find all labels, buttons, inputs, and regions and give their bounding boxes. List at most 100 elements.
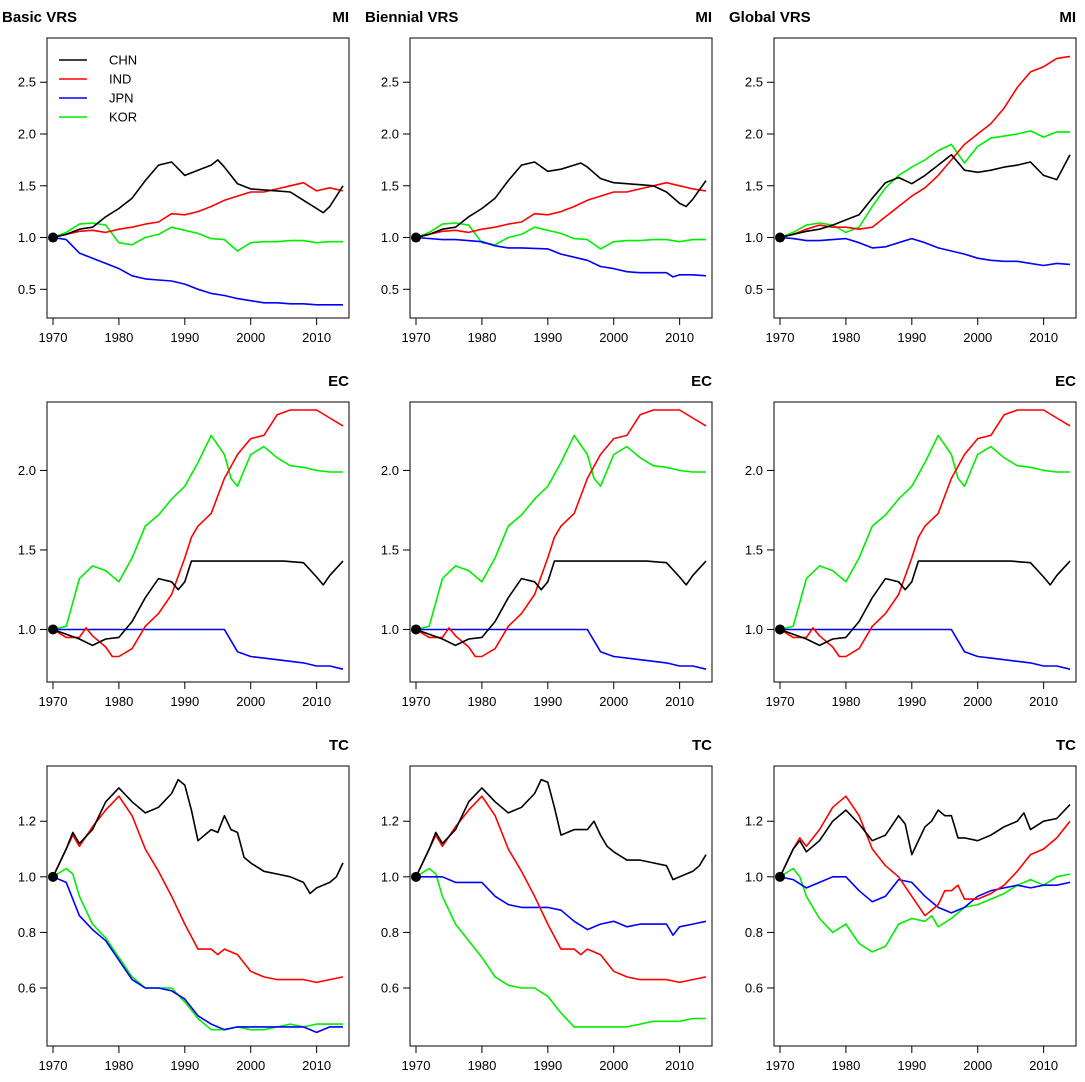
y-tick-label: 0.8 (18, 925, 36, 940)
series-line-ind (779, 409, 1071, 658)
y-tick-label: 1.5 (381, 542, 399, 557)
column-title: Global VRS (729, 9, 811, 26)
x-tick-label: 1980 (831, 694, 860, 709)
y-tick-label: 1.0 (745, 622, 763, 637)
y-tick-label: 1.5 (381, 178, 399, 193)
plot-frame (409, 765, 713, 1047)
panel-mi-1: Basic VRS MI 1970 1980 1990 2000 2010 0.5 1.0 1.5… (2, 9, 350, 345)
legend-label: KOR (109, 110, 137, 125)
y-tick-label: 1.2 (745, 814, 763, 829)
plot-frame (46, 37, 350, 319)
y-tick-label: 1.0 (381, 869, 399, 884)
x-tick-label: 1990 (897, 694, 926, 709)
x-tick-label: 1970 (39, 694, 68, 709)
metric-label: EC (328, 373, 349, 390)
series-line-chn (52, 159, 344, 239)
legend-label: JPN (109, 91, 134, 106)
y-tick-label: 1.0 (381, 622, 399, 637)
y-tick-label: 1.0 (745, 869, 763, 884)
y-tick-label: 1.5 (18, 178, 36, 193)
y-tick-label: 0.5 (381, 282, 399, 297)
metric-label: TC (1056, 737, 1076, 754)
x-tick-label: 2010 (1029, 1058, 1058, 1073)
x-tick-label: 2010 (1029, 694, 1058, 709)
x-tick-label: 1970 (39, 330, 68, 345)
y-tick-label: 2.5 (18, 75, 36, 90)
x-tick-label: 1970 (766, 1058, 795, 1073)
series-line-jpn (52, 876, 343, 1034)
series-line-kor (779, 434, 1070, 631)
x-tick-label: 1970 (39, 1058, 68, 1073)
y-tick-label: 2.5 (745, 75, 763, 90)
x-tick-label: 1980 (104, 694, 133, 709)
series-line-chn (779, 153, 1071, 239)
panel-tc-2: TC 1970 1980 1990 2000 2010 0.6 0.8 1.0 1.2 (381, 737, 713, 1073)
base-point (411, 232, 421, 243)
y-tick-label: 0.6 (18, 980, 36, 995)
x-tick-label: 1990 (170, 694, 199, 709)
series-line-chn (779, 804, 1071, 878)
panel-mi-3: Global VRS MI 1970 1980 1990 2000 2010 0.5 1.0 1.… (729, 9, 1077, 345)
series-line-jpn (52, 236, 343, 306)
x-tick-label: 1980 (467, 694, 496, 709)
series-line-chn (415, 560, 707, 647)
x-tick-label: 2010 (1029, 330, 1058, 345)
series-line-kor (415, 434, 706, 631)
y-tick-label: 2.0 (381, 127, 399, 142)
x-tick-label: 1990 (533, 1058, 562, 1073)
y-tick-label: 1.5 (745, 178, 763, 193)
series-line-jpn (53, 628, 344, 670)
plot-frame (46, 401, 350, 683)
series-line-jpn (779, 236, 1071, 267)
x-tick-label: 1980 (104, 330, 133, 345)
x-tick-label: 2010 (302, 330, 331, 345)
series-line-ind (415, 181, 707, 239)
x-tick-label: 1980 (831, 330, 860, 345)
plot-frame (773, 37, 1077, 319)
series-line-kor (52, 434, 343, 631)
base-point (48, 232, 58, 243)
y-tick-label: 1.0 (18, 869, 36, 884)
series-line-ind (52, 409, 344, 658)
y-tick-label: 1.5 (745, 542, 763, 557)
x-tick-label: 1990 (897, 1058, 926, 1073)
plot-frame (773, 401, 1077, 683)
y-tick-label: 2.5 (381, 75, 399, 90)
y-tick-label: 1.0 (18, 622, 36, 637)
metric-label: EC (691, 373, 712, 390)
plot-frame (409, 401, 713, 683)
series-line-kor (52, 867, 343, 1031)
panel-ec-1: EC 1970 1980 1990 2000 2010 1.0 1.5 2.0 (18, 373, 350, 709)
x-tick-label: 2010 (665, 330, 694, 345)
series-line-kor (779, 130, 1070, 239)
y-tick-label: 2.0 (381, 463, 399, 478)
series-line-ind (779, 795, 1071, 917)
plot-frame (409, 37, 713, 319)
x-tick-label: 1990 (533, 694, 562, 709)
series-line-jpn (415, 236, 707, 278)
y-tick-label: 2.0 (18, 127, 36, 142)
x-tick-label: 1970 (766, 694, 795, 709)
x-tick-label: 1980 (467, 1058, 496, 1073)
series-line-kor (415, 867, 706, 1028)
metric-label: EC (1055, 373, 1076, 390)
x-tick-label: 2000 (236, 694, 265, 709)
series-line-jpn (416, 876, 707, 936)
x-tick-label: 2000 (963, 694, 992, 709)
series-line-chn (415, 161, 707, 239)
x-tick-label: 2010 (302, 694, 331, 709)
metric-label: MI (695, 9, 712, 26)
x-tick-label: 2000 (599, 1058, 628, 1073)
y-tick-label: 1.2 (381, 814, 399, 829)
series-line-ind (415, 795, 707, 984)
y-tick-label: 0.6 (745, 980, 763, 995)
series-line-jpn (779, 876, 1071, 914)
x-tick-label: 2010 (665, 1058, 694, 1073)
y-tick-label: 2.0 (18, 463, 36, 478)
panel-tc-3: TC 1970 1980 1990 2000 2010 0.6 0.8 1.0 1.2 (745, 737, 1077, 1073)
metric-label: MI (1059, 9, 1076, 26)
x-tick-label: 2000 (963, 1058, 992, 1073)
y-tick-label: 1.5 (18, 542, 36, 557)
panel-tc-1: TC 1970 1980 1990 2000 2010 0.6 0.8 1.0 1.2 (18, 737, 350, 1073)
